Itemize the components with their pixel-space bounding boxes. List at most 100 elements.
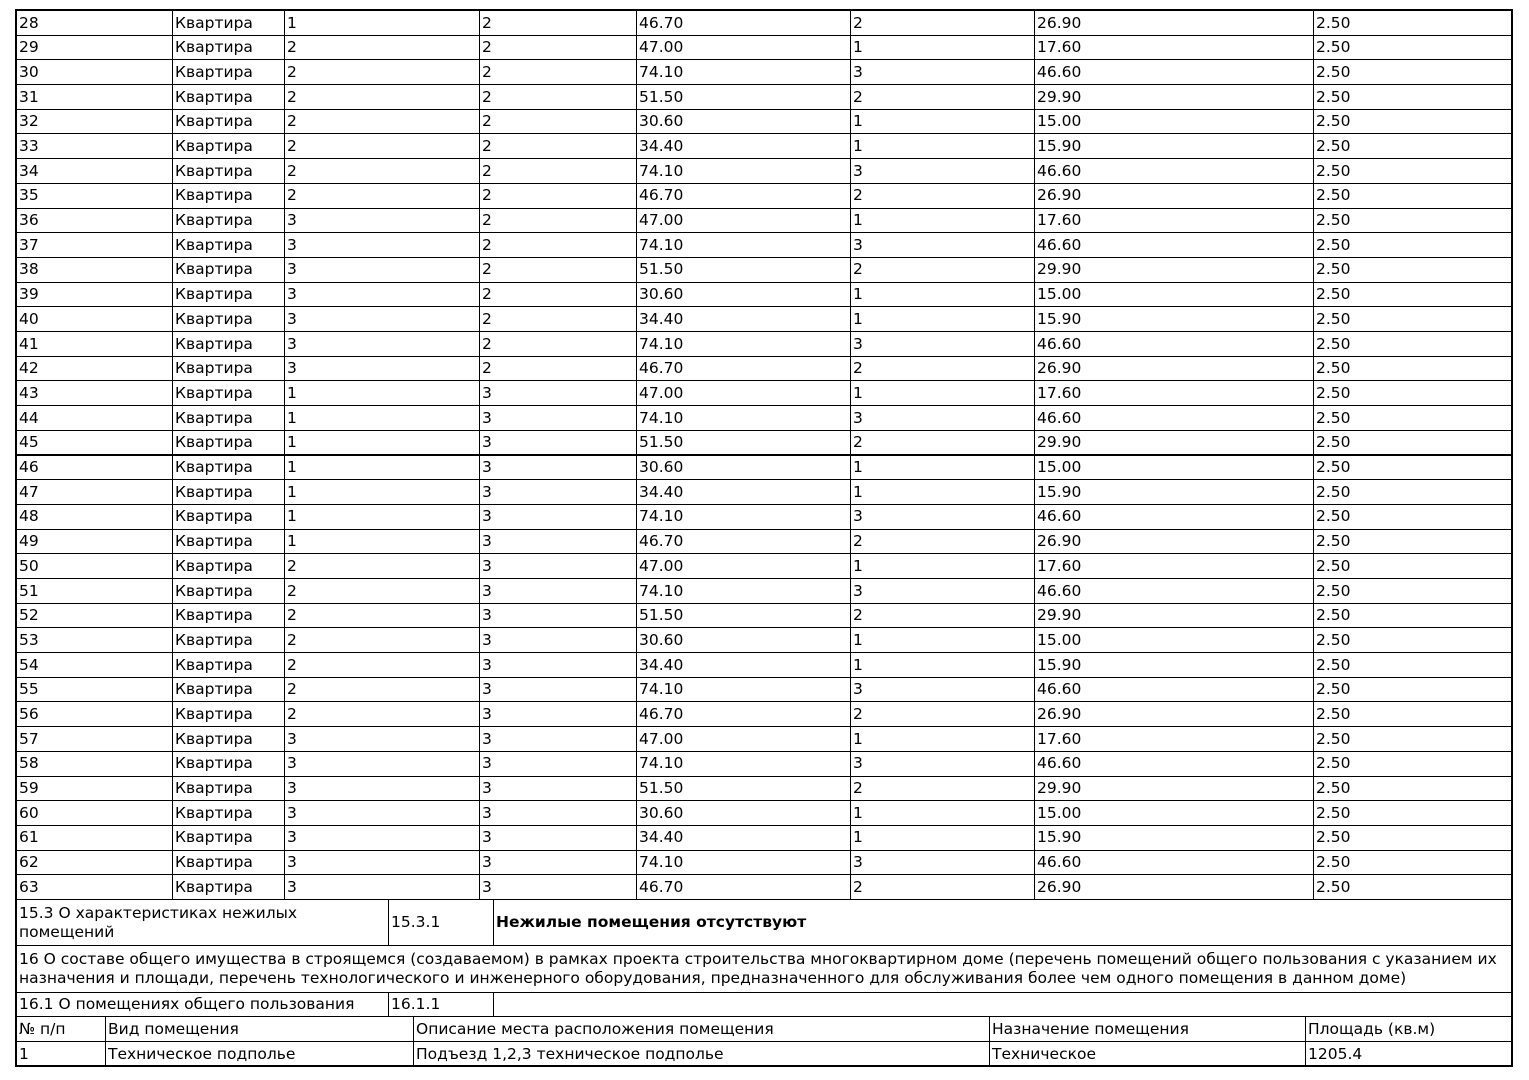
- cell-text: Квартира: [175, 211, 253, 230]
- cell-text: 31: [19, 87, 39, 106]
- cell-text: 2.50: [1316, 13, 1351, 32]
- table-cell: 34.40: [636, 306, 851, 333]
- table-cell: 2: [284, 602, 480, 629]
- cell-text: 17.60: [1037, 556, 1082, 575]
- cell-text: 2.50: [1316, 334, 1351, 353]
- table-cell: 1: [284, 528, 480, 555]
- table-cell: 3: [479, 380, 637, 407]
- cell-text: 15.00: [1037, 458, 1082, 477]
- table-cell: 43: [16, 380, 173, 407]
- table-cell: 2.50: [1313, 133, 1513, 160]
- cell-text: 49: [19, 532, 39, 551]
- table-cell: Квартира: [172, 84, 285, 110]
- cell-text: 3: [287, 334, 297, 353]
- cell-text: Площадь (кв.м): [1308, 1019, 1436, 1038]
- cell-text: 2: [287, 137, 297, 156]
- cell-text: 3: [287, 235, 297, 254]
- table-cell: 3: [479, 577, 637, 604]
- table-cell: Квартира: [172, 775, 285, 802]
- cell-text: 45: [19, 433, 39, 452]
- cell-text: Квартира: [175, 532, 253, 551]
- cell-text: Квартира: [175, 877, 253, 896]
- cell-text: 2.50: [1316, 482, 1351, 501]
- table-cell: 26.90: [1034, 355, 1314, 382]
- table-cell: 74.10: [636, 331, 851, 357]
- table-cell: 3: [479, 553, 637, 579]
- cell-text: Квартира: [175, 186, 253, 205]
- table-cell: 3: [479, 503, 637, 530]
- cell-text: 1: [853, 803, 863, 822]
- cell-text: 3: [482, 507, 492, 526]
- cell-text: 3: [287, 754, 297, 773]
- cell-text: 3: [853, 334, 863, 353]
- table-cell: 2: [479, 34, 637, 61]
- cell-text: 15.3 О характеристиках нежилых помещений: [19, 903, 298, 941]
- table-cell: 2.50: [1313, 232, 1513, 258]
- cell-text: Квартира: [175, 507, 253, 526]
- cell-text: 47.00: [639, 556, 684, 575]
- cell-text: 44: [19, 408, 39, 427]
- table-cell: 2: [479, 256, 637, 283]
- cell-text: Квартира: [175, 38, 253, 57]
- table-cell: 37: [16, 232, 173, 258]
- cell-text: 46.70: [639, 704, 684, 723]
- cell-text: 32: [19, 112, 39, 131]
- table-cell: 3: [479, 429, 637, 456]
- table-cell: 47.00: [636, 553, 851, 579]
- cell-text: 2: [482, 334, 492, 353]
- cell-text: 2.50: [1316, 853, 1351, 872]
- cell-text: 15.90: [1037, 482, 1082, 501]
- table-cell: 15.90: [1034, 479, 1314, 505]
- table-cell: Квартира: [172, 528, 285, 555]
- cell-text: 74.10: [639, 754, 684, 773]
- cell-text: 1: [287, 507, 297, 526]
- table-cell: 2.50: [1313, 528, 1513, 555]
- cell-text: 30.60: [639, 285, 684, 304]
- cell-text: 55: [19, 680, 39, 699]
- cell-text: 47.00: [639, 211, 684, 230]
- cell-text: 34.40: [639, 137, 684, 156]
- table-cell: 1: [850, 108, 1035, 135]
- cell-text: 2: [482, 186, 492, 205]
- cell-text: 34.40: [639, 828, 684, 847]
- section-code: 16.1.1: [388, 992, 494, 1017]
- table-cell: 1: [284, 405, 480, 431]
- cell-text: 58: [19, 754, 39, 773]
- table-cell: 1: [284, 503, 480, 530]
- table-cell: Квартира: [172, 849, 285, 876]
- table-cell: 3: [284, 306, 480, 333]
- cell-text: 15.00: [1037, 803, 1082, 822]
- cell-text: 2: [482, 112, 492, 131]
- table-cell: 3: [479, 824, 637, 851]
- cell-text: Квартира: [175, 729, 253, 748]
- table-cell: 2: [284, 182, 480, 209]
- table-cell: 2.50: [1313, 380, 1513, 407]
- table-cell: 1: [16, 1041, 106, 1067]
- table-cell: 74.10: [636, 577, 851, 604]
- table-cell: 42: [16, 355, 173, 382]
- cell-text: 1: [287, 458, 297, 477]
- table-cell: 2.50: [1313, 553, 1513, 579]
- cell-text: Квартира: [175, 754, 253, 773]
- cell-text: 2: [287, 186, 297, 205]
- table-cell: 46.60: [1034, 676, 1314, 703]
- cell-text: 35: [19, 186, 39, 205]
- table-cell: 2: [479, 207, 637, 234]
- cell-text: 2: [287, 87, 297, 106]
- cell-text: 1205.4: [1308, 1044, 1363, 1063]
- cell-text: 1: [853, 383, 863, 402]
- table-cell: 47.00: [636, 207, 851, 234]
- table-cell: Квартира: [172, 701, 285, 728]
- table-cell: Квартира: [172, 34, 285, 61]
- cell-text: Квартира: [175, 260, 253, 279]
- table-cell: 2.50: [1313, 281, 1513, 308]
- cell-text: 17.60: [1037, 383, 1082, 402]
- cell-text: 1: [287, 383, 297, 402]
- table-cell: 3: [479, 652, 637, 678]
- table-cell: 3: [850, 503, 1035, 530]
- table-cell: Квартира: [172, 676, 285, 703]
- cell-text: 1: [853, 630, 863, 649]
- cell-text: 2: [482, 62, 492, 81]
- table-cell: 2.50: [1313, 726, 1513, 752]
- cell-text: 1: [287, 408, 297, 427]
